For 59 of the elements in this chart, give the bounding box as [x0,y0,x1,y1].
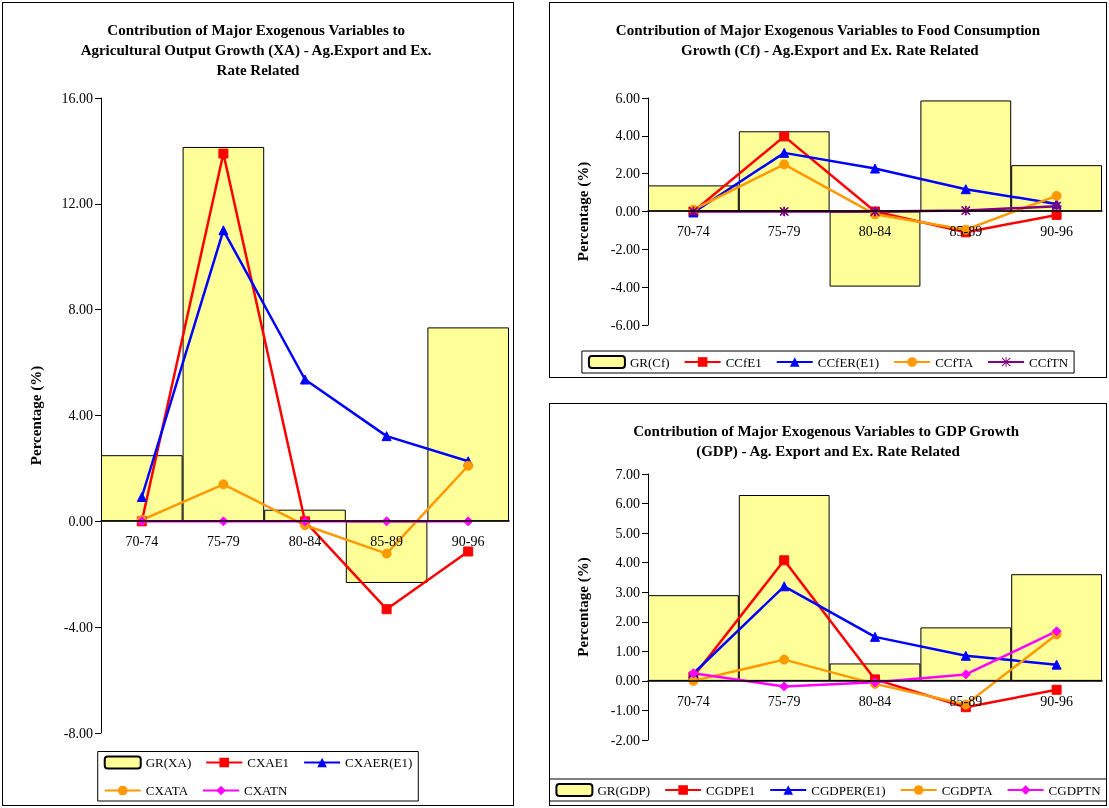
y-tick-label: -2.00 [610,241,640,257]
x-tick-label: 90-96 [451,534,485,550]
y-tick-label: 5.00 [615,525,640,541]
y-tick-label: 4.00 [615,555,640,571]
legend-label: CGDPTA [941,782,994,798]
y-tick-label: 2.00 [615,614,640,630]
legend-label: GR(Cf) [629,354,670,370]
legend-label: CCfER(E1) [817,354,880,370]
x-tick-label: 85-89 [949,693,983,709]
legend-label: CGDPE1 [706,782,756,798]
y-tick-label: 4.00 [68,408,93,423]
legend-label: CXATA [145,783,189,798]
y-tick-label: 0.00 [615,673,640,689]
x-tick-label: 70-74 [677,693,710,709]
y-tick-label: 3.00 [615,584,640,600]
y-tick-label: -2.00 [610,732,640,748]
chart-title: Contribution of Major Exogenous Variables to Agricultural Output Growth (XA) - Ag.Export and Ex. Rate Related [80,22,436,78]
x-tick-label: 80-84 [858,224,892,239]
y-tick-label: -6.00 [610,317,640,333]
y-tick-label: 1.00 [615,643,640,659]
legend-label: CXAER(E1) [345,755,413,770]
x-tick-label: 70-74 [125,534,159,550]
y-tick-label: -4.00 [63,619,93,635]
x-tick-label: 80-84 [288,534,322,550]
legend-label: CXATN [244,783,288,798]
y-tick-label: 0.00 [615,204,640,219]
y-tick-label: 12.00 [61,196,93,212]
y-axis-title: Percentage (%) [574,161,592,262]
x-tick-label: 85-89 [949,224,983,239]
legend-label: CXAE1 [247,755,290,770]
chart-title: Contribution of Major Exogenous Variables to Food Consumption Growth (Cf) - Ag.Export and Ex. Rate Related [615,22,1041,59]
y-tick-label: -8.00 [63,725,93,741]
x-tick-label: 75-79 [207,534,240,550]
legend-label: GR(XA) [145,755,192,770]
legend-label: CGDPTN [1048,782,1102,798]
y-axis-title: Percentage (%) [27,365,45,466]
legend-label: CCfE1 [725,354,762,370]
y-tick-label: 0.00 [68,513,93,529]
y-tick-label: 4.00 [615,128,640,144]
y-axis-title: Percentage (%) [574,557,592,657]
legend-label: GR(GDP) [597,782,651,798]
y-tick-label: 16.00 [61,90,93,106]
legend-label: CCfTN [1029,354,1069,370]
legend-label: CCfTA [935,354,974,370]
y-tick-label: 2.00 [615,166,640,182]
y-tick-label: -4.00 [610,279,640,295]
chart-title: Contribution of Major Exogenous Variables to GDP Growth (GDP) - Ag. Export and Ex. Rate Related [633,423,1023,460]
x-tick-label: 90-96 [1040,693,1073,709]
x-tick-label: 90-96 [1040,224,1073,239]
legend-label: CGDPER(E1) [811,782,886,798]
y-tick-label: 7.00 [615,466,640,482]
x-tick-label: 75-79 [767,224,801,239]
x-tick-label: 70-74 [677,224,710,239]
y-tick-label: 8.00 [68,302,93,318]
y-tick-label: -1.00 [610,702,640,718]
y-tick-label: 6.00 [615,90,640,106]
y-tick-label: 6.00 [615,496,640,512]
x-tick-label: 80-84 [858,693,892,709]
x-tick-label: 75-79 [767,693,801,709]
